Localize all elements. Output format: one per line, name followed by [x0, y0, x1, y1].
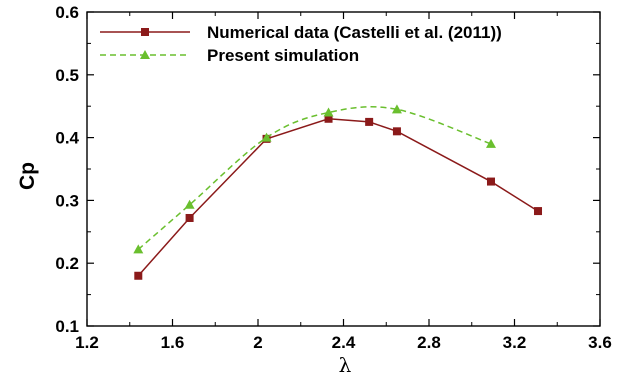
x-tick-label: 3.2 [503, 333, 527, 352]
legend: Numerical data (Castelli et al. (2011)) P… [100, 23, 502, 65]
legend-marker [141, 28, 149, 36]
series-line [137, 106, 492, 250]
data-point [486, 177, 495, 186]
legend-label: Numerical data (Castelli et al. (2011)) [207, 23, 502, 42]
data-point [365, 117, 374, 126]
x-tick-label: 2.4 [332, 333, 356, 352]
x-axis-title: λ [339, 353, 352, 377]
data-point [261, 132, 272, 142]
legend-label: Present simulation [207, 46, 359, 65]
data-point [133, 244, 144, 254]
y-axis-title: Cp [16, 162, 39, 190]
data-point [391, 104, 402, 114]
x-tick-label: 1.2 [75, 333, 99, 352]
data-point [185, 213, 194, 222]
data-point [323, 107, 334, 117]
y-axis-ticks: 0.1 0.2 0.3 0.4 0.5 0.6 [55, 3, 600, 336]
legend-marker [140, 50, 150, 59]
data-point [485, 138, 496, 148]
series-layer [133, 104, 543, 280]
y-tick-label: 0.2 [55, 254, 79, 273]
x-tick-label: 3.6 [588, 333, 612, 352]
data-point [534, 207, 543, 216]
x-tick-label: 2 [253, 333, 262, 352]
data-point [324, 114, 333, 123]
data-point [392, 127, 401, 136]
y-tick-label: 0.6 [55, 3, 79, 22]
x-tick-label: 2.8 [417, 333, 441, 352]
y-tick-label: 0.5 [55, 66, 79, 85]
data-point [134, 271, 143, 280]
data-point [184, 199, 195, 209]
series-2 [133, 104, 496, 254]
y-tick-label: 0.4 [55, 129, 79, 148]
y-tick-label: 0.3 [55, 191, 79, 210]
series-line [137, 118, 539, 277]
y-tick-label: 0.1 [55, 317, 79, 336]
x-tick-label: 1.6 [161, 333, 185, 352]
x-axis-ticks: 1.2 1.6 2 2.4 2.8 3.2 3.6 [75, 12, 612, 352]
